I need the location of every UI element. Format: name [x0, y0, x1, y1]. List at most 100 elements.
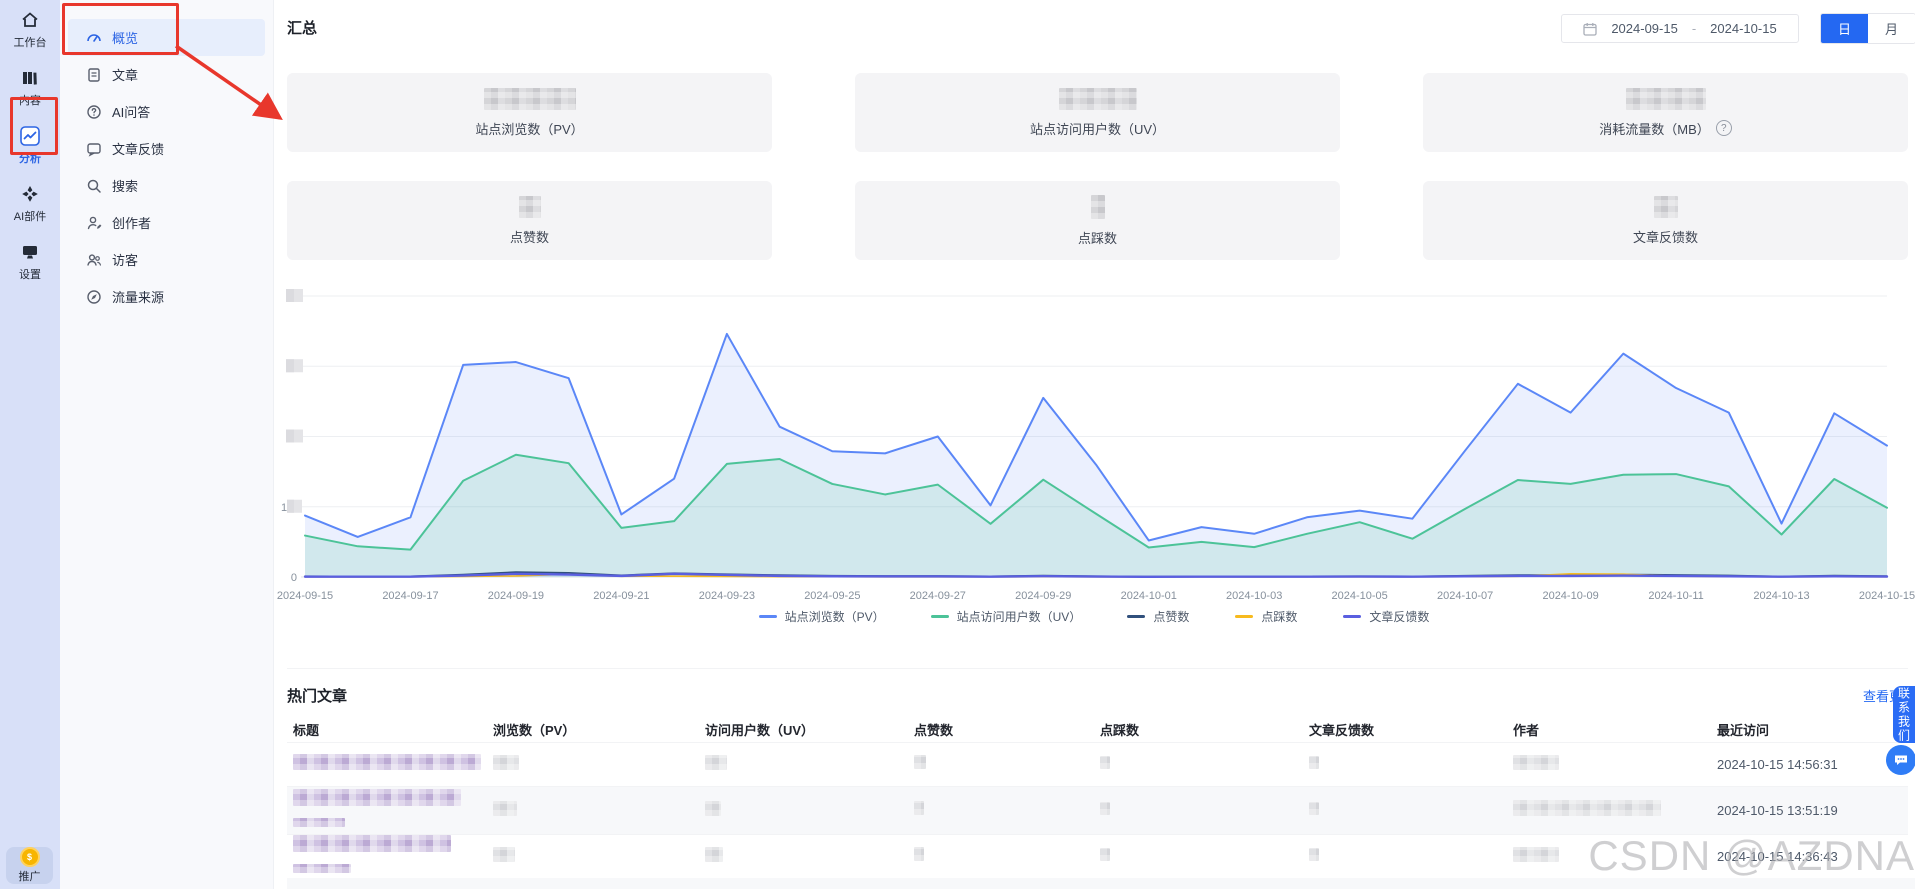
rail-item-content[interactable]: 内容 — [0, 58, 60, 116]
col-header-pv: 浏览数（PV） — [493, 722, 576, 738]
day-toggle-button[interactable]: 日 — [1821, 14, 1868, 43]
sidebar-item-ai-qa[interactable]: AI问答 — [68, 93, 265, 130]
contact-us-tab[interactable]: 联系我们 — [1893, 686, 1915, 743]
col-header-title: 标题 — [293, 722, 320, 738]
legend-item-likes[interactable]: 点赞数 — [1127, 608, 1189, 625]
blurred-value — [1653, 195, 1678, 218]
info-icon[interactable]: ? — [1715, 120, 1732, 136]
article-title-link[interactable] — [287, 835, 487, 878]
stat-card-label: 点赞数 — [509, 229, 549, 245]
blurred-value — [483, 87, 576, 110]
rail-item-ai-widgets[interactable]: AI部件 — [0, 174, 60, 232]
article-title-link[interactable] — [287, 754, 487, 775]
col-header-last-visit: 最近访问 — [1717, 722, 1770, 738]
legend-label: 站点访问用户数（UV） — [956, 610, 1082, 624]
page-title: 汇总 — [287, 20, 318, 37]
promo-label: 推广 — [18, 871, 41, 883]
stat-card-dislikes: 点踩数 — [855, 181, 1340, 260]
date-end: 2024-10-15 — [1710, 21, 1777, 36]
col-header-uv: 访问用户数（UV） — [705, 722, 815, 738]
sidebar-item-label: 搜索 — [112, 179, 139, 194]
legend-label: 点赞数 — [1153, 610, 1190, 624]
dislikes-cell — [1094, 755, 1303, 774]
legend-dash — [758, 614, 777, 619]
left-rail: 工作台 内容 分析 AI部件 设置 $ 推广 — [0, 0, 60, 889]
stat-card-traffic: 消耗流量数（MB） ? — [1423, 73, 1908, 152]
rail-item-label: 分析 — [19, 153, 41, 165]
svg-text:2024-10-07: 2024-10-07 — [1437, 590, 1493, 602]
blurred-value — [1625, 87, 1706, 110]
pv-cell — [487, 800, 699, 821]
legend-dash — [1127, 614, 1146, 619]
sidebar-item-traffic-source[interactable]: 流量来源 — [68, 278, 265, 315]
compass-icon — [86, 289, 102, 305]
last-visit-cell: 2024-10-15 13:51:19 — [1717, 803, 1838, 818]
sidebar-item-label: 文章 — [112, 68, 139, 83]
feedback-cell — [1303, 847, 1507, 866]
rail-item-label: 设置 — [19, 269, 41, 281]
stat-card-label: 点踩数 — [1077, 230, 1117, 246]
date-start: 2024-09-15 — [1611, 21, 1678, 36]
svg-text:2024-09-17: 2024-09-17 — [382, 590, 438, 602]
stat-card-uv: 站点访问用户数（UV） — [855, 73, 1340, 152]
sidebar-item-label: 流量来源 — [112, 290, 165, 305]
svg-text:2024-09-15: 2024-09-15 — [277, 590, 333, 602]
rail-item-label: 内容 — [19, 95, 41, 107]
analysis-sidebar: 概览 文章 AI问答 文章反馈 搜索 创作者 访客 — [60, 0, 274, 889]
sidebar-item-articles[interactable]: 文章 — [68, 56, 265, 93]
feedback-cell — [1303, 755, 1507, 774]
last-visit-cell: 2024-10-15 14:36:43 — [1717, 849, 1838, 864]
legend-dash — [930, 614, 949, 619]
rail-item-settings[interactable]: 设置 — [0, 232, 60, 290]
monitor-icon — [19, 241, 41, 263]
sidebar-item-creators[interactable]: 创作者 — [68, 204, 265, 241]
pv-cell — [487, 846, 699, 867]
table-row: 2024-10-15 14:56:31 — [287, 742, 1908, 786]
chart-legend: 站点浏览数（PV） 站点访问用户数（UV） 点赞数 点踩数 文章反馈数 — [273, 608, 1915, 625]
likes-cell — [908, 755, 1094, 774]
last-visit-cell: 2024-10-15 14:56:31 — [1717, 757, 1838, 772]
question-bubble-icon — [86, 104, 102, 120]
blurred-value — [1058, 87, 1137, 110]
stat-card-label: 消耗流量数（MB） ? — [1599, 119, 1732, 138]
rail-item-label: 工作台 — [13, 37, 47, 49]
svg-text:1: 1 — [281, 502, 287, 514]
svg-text:2024-10-09: 2024-10-09 — [1542, 590, 1598, 602]
sidebar-item-label: 概览 — [112, 31, 139, 46]
blurred-value — [1090, 194, 1105, 219]
likes-cell — [908, 847, 1094, 866]
legend-item-pv[interactable]: 站点浏览数（PV） — [758, 608, 885, 625]
rail-item-label: AI部件 — [13, 211, 47, 223]
chat-bubble-button[interactable] — [1886, 745, 1915, 775]
date-range-picker[interactable]: 2024-09-15 - 2024-10-15 — [1561, 14, 1799, 43]
month-toggle-button[interactable]: 月 — [1868, 14, 1915, 43]
visitors-icon — [86, 252, 102, 268]
stat-card-label: 站点访问用户数（UV） — [1029, 121, 1166, 137]
svg-text:2024-09-25: 2024-09-25 — [804, 590, 860, 602]
legend-dash — [1343, 614, 1362, 619]
stat-card-feedback: 文章反馈数 — [1423, 181, 1908, 260]
legend-item-dislikes[interactable]: 点踩数 — [1235, 608, 1297, 625]
author-cell — [1507, 754, 1711, 775]
svg-text:0: 0 — [291, 572, 297, 584]
svg-text:2024-09-19: 2024-09-19 — [488, 590, 544, 602]
legend-item-uv[interactable]: 站点访问用户数（UV） — [930, 608, 1082, 625]
uv-cell — [699, 800, 908, 821]
analysis-chart-icon — [19, 125, 41, 147]
svg-text:2024-10-11: 2024-10-11 — [1648, 590, 1703, 602]
sidebar-item-search[interactable]: 搜索 — [68, 167, 265, 204]
promo-button[interactable]: $ 推广 — [6, 847, 53, 884]
col-header-feedback: 文章反馈数 — [1309, 722, 1375, 738]
legend-dash — [1235, 614, 1254, 619]
feedback-bubble-icon — [86, 141, 102, 157]
widgets-icon — [19, 183, 41, 205]
article-title-link[interactable] — [287, 789, 487, 832]
pv-cell — [487, 754, 699, 775]
legend-item-feedback[interactable]: 文章反馈数 — [1343, 608, 1429, 625]
sidebar-item-visitors[interactable]: 访客 — [68, 241, 265, 278]
rail-item-analysis[interactable]: 分析 — [0, 116, 60, 174]
hot-articles-table: 标题 浏览数（PV） 访问用户数（UV） 点赞数 点踩数 文章反馈数 作者 最近… — [287, 716, 1908, 877]
sidebar-item-overview[interactable]: 概览 — [68, 19, 265, 56]
sidebar-item-article-feedback[interactable]: 文章反馈 — [68, 130, 265, 167]
rail-item-workbench[interactable]: 工作台 — [0, 0, 60, 58]
